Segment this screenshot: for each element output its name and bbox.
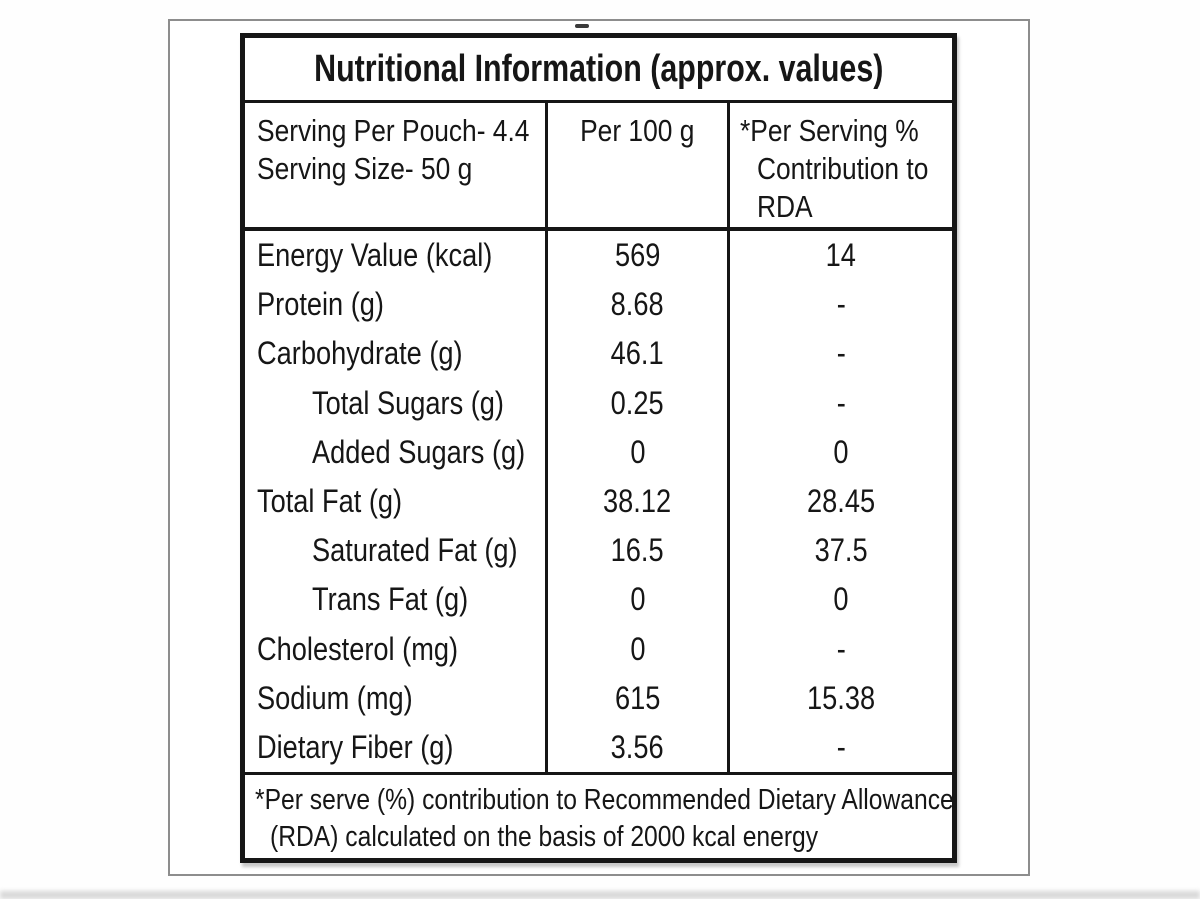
rda-percent-value: - — [836, 384, 846, 421]
nutrient-name: Saturated Fat (g) — [312, 532, 518, 569]
nutrient-name: Protein (g) — [257, 286, 384, 323]
per-100g-value: 3.56 — [611, 728, 664, 765]
table-title-row: Nutritional Information (approx. values) — [245, 38, 952, 103]
nutrient-name: Carbohydrate (g) — [257, 335, 463, 372]
rda-footnote: *Per serve (%) contribution to Recommend… — [245, 772, 954, 858]
nutrient-name: Added Sugars (g) — [312, 433, 526, 470]
per-100g-value: 0 — [629, 433, 646, 470]
serving-size: Serving Size- 50 g — [257, 150, 473, 186]
nutrient-rows: Energy Value (kcal) 569 14 Protein (g) 8… — [245, 231, 952, 773]
rda-percent-value: - — [836, 728, 846, 765]
rda-percent-value: 37.5 — [814, 532, 868, 569]
scan-shadow-band — [0, 891, 1200, 899]
rda-percent-value: 0 — [833, 433, 849, 470]
per-100g-value: 0 — [629, 630, 646, 667]
rda-percent-value: 15.38 — [806, 679, 876, 716]
nutrient-name: Cholesterol (mg) — [257, 630, 459, 667]
per-100g-value: 569 — [614, 237, 661, 274]
column-header-per-100g: Per 100 g — [548, 103, 730, 227]
rda-percent-value: 14 — [825, 237, 857, 274]
footnote-line-2: (RDA) calculated on the basis of 2000 kc… — [270, 821, 819, 854]
per-100g-value: 0.25 — [611, 384, 664, 421]
nutrient-name: Sodium (mg) — [257, 679, 413, 716]
table-title: Nutritional Information (approx. values) — [313, 47, 884, 90]
column-header-serving: Serving Per Pouch- 4.4 Serving Size- 50 … — [245, 103, 548, 227]
nutrition-facts-table: Nutritional Information (approx. values)… — [240, 33, 957, 863]
per-100g-value: 16.5 — [611, 532, 664, 569]
rda-percent-value: 0 — [833, 581, 849, 618]
per-100g-value: 38.12 — [603, 483, 672, 520]
rda-percent-value: - — [836, 286, 846, 323]
nutrient-name: Total Fat (g) — [257, 483, 403, 520]
nutrient-name: Dietary Fiber (g) — [257, 728, 454, 765]
rda-percent-value: 28.45 — [806, 483, 876, 520]
per-100g-value: 615 — [614, 679, 661, 716]
serving-per-pouch: Serving Per Pouch- 4.4 — [257, 113, 530, 148]
column-header-rda: *Per Serving % Contribution to RDA — [740, 113, 929, 224]
per-100g-value: 0 — [629, 581, 646, 618]
footnote-line-1: *Per serve (%) contribution to Recommend… — [255, 784, 954, 817]
rda-percent-value: - — [836, 335, 846, 372]
per-100g-value: 8.68 — [611, 286, 664, 323]
nutrient-name: Total Sugars (g) — [312, 384, 504, 421]
per-100g-value: 46.1 — [611, 335, 664, 372]
rda-percent-value: - — [836, 630, 846, 667]
nutrient-name: Trans Fat (g) — [312, 581, 469, 618]
column-header-row: Serving Per Pouch- 4.4 Serving Size- 50 … — [245, 103, 952, 231]
nutrient-name: Energy Value (kcal) — [257, 237, 493, 274]
stray-print-mark — [575, 24, 589, 28]
